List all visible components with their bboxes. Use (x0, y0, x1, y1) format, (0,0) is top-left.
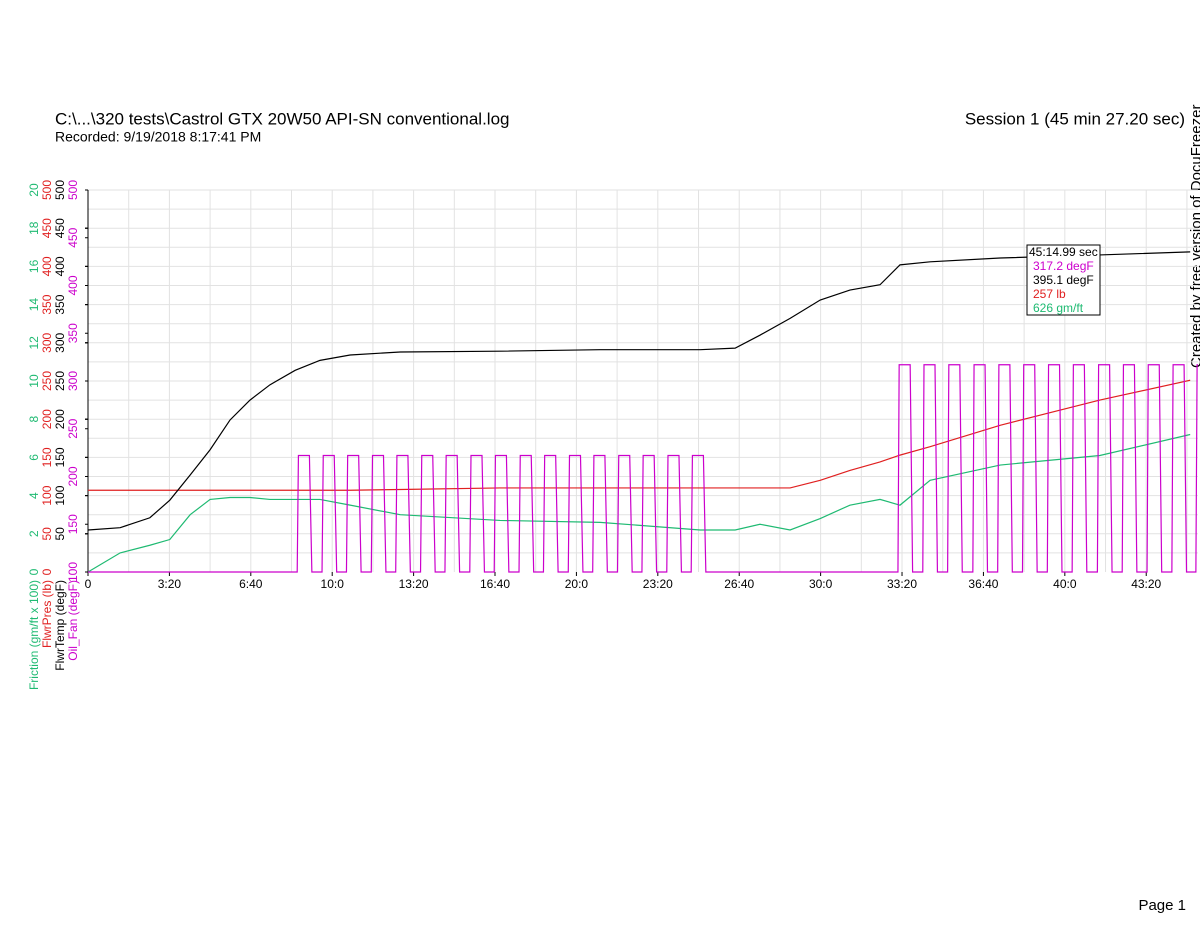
cursor-readout: 317.2 degF (1033, 259, 1094, 273)
x-tick-label: 13:20 (399, 577, 429, 591)
y-tick-label: 2 (27, 530, 41, 537)
cursor-readout: 395.1 degF (1033, 273, 1094, 287)
chart-subtitle: Recorded: 9/19/2018 8:17:41 PM (55, 129, 261, 145)
y-tick-label: 450 (53, 218, 67, 238)
y-tick-label: 150 (66, 514, 80, 534)
y-tick-label: 200 (53, 409, 67, 429)
axis-label: FlwrPres (lb) (40, 580, 54, 648)
y-tick-label: 16 (27, 259, 41, 273)
y-tick-label: 14 (27, 298, 41, 312)
y-tick-label: 0 (27, 568, 41, 575)
y-tick-label: 12 (27, 336, 41, 350)
cursor-readout: 257 lb (1033, 287, 1066, 301)
x-tick-label: 10:0 (321, 577, 345, 591)
y-tick-label: 300 (40, 332, 54, 352)
page-footer: Page 1 (1138, 897, 1186, 914)
y-tick-label: 6 (27, 454, 41, 461)
y-tick-label: 50 (40, 527, 54, 541)
chart-title: C:\...\320 tests\Castrol GTX 20W50 API-S… (55, 109, 509, 128)
y-tick-label: 10 (27, 374, 41, 388)
y-tick-label: 400 (66, 275, 80, 295)
y-tick-label: 300 (66, 371, 80, 391)
y-tick-label: 8 (27, 416, 41, 423)
y-tick-label: 350 (40, 294, 54, 314)
y-tick-label: 500 (53, 180, 67, 200)
series-line (87, 251, 1191, 531)
series-line (88, 379, 1191, 491)
y-tick-label: 300 (53, 332, 67, 352)
x-tick-label: 0 (85, 577, 92, 591)
y-tick-label: 100 (53, 485, 67, 505)
x-tick-label: 26:40 (724, 577, 754, 591)
x-tick-label: 30:0 (809, 577, 833, 591)
y-tick-label: 150 (53, 447, 67, 467)
x-tick-label: 23:20 (643, 577, 673, 591)
x-tick-label: 16:40 (480, 577, 510, 591)
y-tick-label: 0 (40, 568, 54, 575)
axis-label: FlwrTemp (degF) (53, 580, 67, 671)
y-tick-label: 350 (53, 294, 67, 314)
axis-label: Friction (gm/ft x 100) (27, 580, 41, 690)
y-tick-label: 4 (27, 492, 41, 499)
y-tick-label: 500 (40, 180, 54, 200)
y-tick-label: 450 (40, 218, 54, 238)
x-tick-label: 36:40 (968, 577, 998, 591)
y-tick-label: 20 (27, 183, 41, 197)
y-tick-label: 250 (40, 371, 54, 391)
x-tick-label: 6:40 (239, 577, 263, 591)
y-tick-label: 50 (53, 527, 67, 541)
y-tick-label: 250 (53, 371, 67, 391)
y-tick-label: 150 (40, 447, 54, 467)
y-tick-label: 350 (66, 323, 80, 343)
y-tick-label: 450 (66, 227, 80, 247)
x-tick-label: 33:20 (887, 577, 917, 591)
y-tick-label: 250 (66, 418, 80, 438)
y-tick-label: 200 (66, 466, 80, 486)
y-tick-label: 100 (40, 485, 54, 505)
y-tick-label: 200 (40, 409, 54, 429)
x-tick-label: 20:0 (565, 577, 589, 591)
x-tick-label: 43:20 (1131, 577, 1161, 591)
y-tick-label: 100 (66, 562, 80, 582)
y-tick-label: 400 (53, 256, 67, 276)
session-label: Session 1 (45 min 27.20 sec) (965, 109, 1185, 128)
watermark: Created by free version of DocuFreezer (1188, 105, 1200, 368)
y-tick-label: 18 (27, 221, 41, 235)
y-tick-label: 500 (66, 180, 80, 200)
cursor-readout: 626 gm/ft (1033, 301, 1084, 315)
series-line (87, 433, 1191, 573)
x-tick-label: 3:20 (158, 577, 182, 591)
axis-label: Oil_Fan (degF) (66, 580, 80, 661)
x-tick-label: 40:0 (1053, 577, 1077, 591)
cursor-time: 45:14.99 sec (1029, 245, 1098, 259)
y-tick-label: 400 (40, 256, 54, 276)
cursor-box (1026, 244, 1101, 316)
series-line (88, 364, 1198, 573)
